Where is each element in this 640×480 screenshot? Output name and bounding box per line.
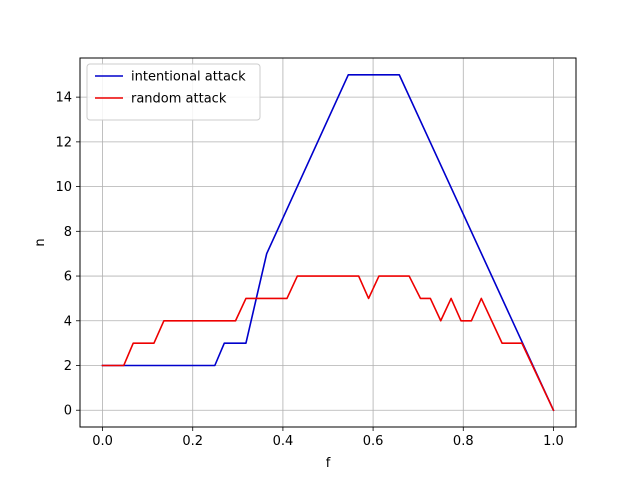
x-tick-label: 1.0 <box>543 434 564 449</box>
x-axis-label: f <box>326 456 331 471</box>
legend: intentional attack random attack <box>86 63 261 121</box>
legend-label: intentional attack <box>131 70 246 85</box>
x-tick-label: 0.6 <box>363 434 384 449</box>
legend-box <box>86 63 261 121</box>
y-tick-label: 0 <box>64 404 72 419</box>
x-tick-label: 0.8 <box>453 434 474 449</box>
x-tick-label: 0.0 <box>92 434 113 449</box>
series-layer <box>101 73 555 412</box>
x-tick-label: 0.4 <box>273 434 294 449</box>
x-tick-label: 0.2 <box>182 434 203 449</box>
y-tick-label: 10 <box>55 180 72 195</box>
y-tick-label: 6 <box>64 270 72 285</box>
y-tick-label: 14 <box>55 91 72 106</box>
y-tick-label: 2 <box>64 359 72 374</box>
legend-label: random attack <box>131 92 227 107</box>
y-tick-label: 4 <box>64 314 72 329</box>
series-line-random-attack <box>101 275 555 412</box>
ticks: 0.0 0.2 0.4 0.6 0.8 1.0 0 2 4 6 8 10 12 14 <box>55 91 563 449</box>
y-axis-label: n <box>33 238 48 246</box>
plot-frame <box>79 57 577 428</box>
y-tick-label: 12 <box>55 135 72 150</box>
y-tick-label: 8 <box>64 225 72 240</box>
